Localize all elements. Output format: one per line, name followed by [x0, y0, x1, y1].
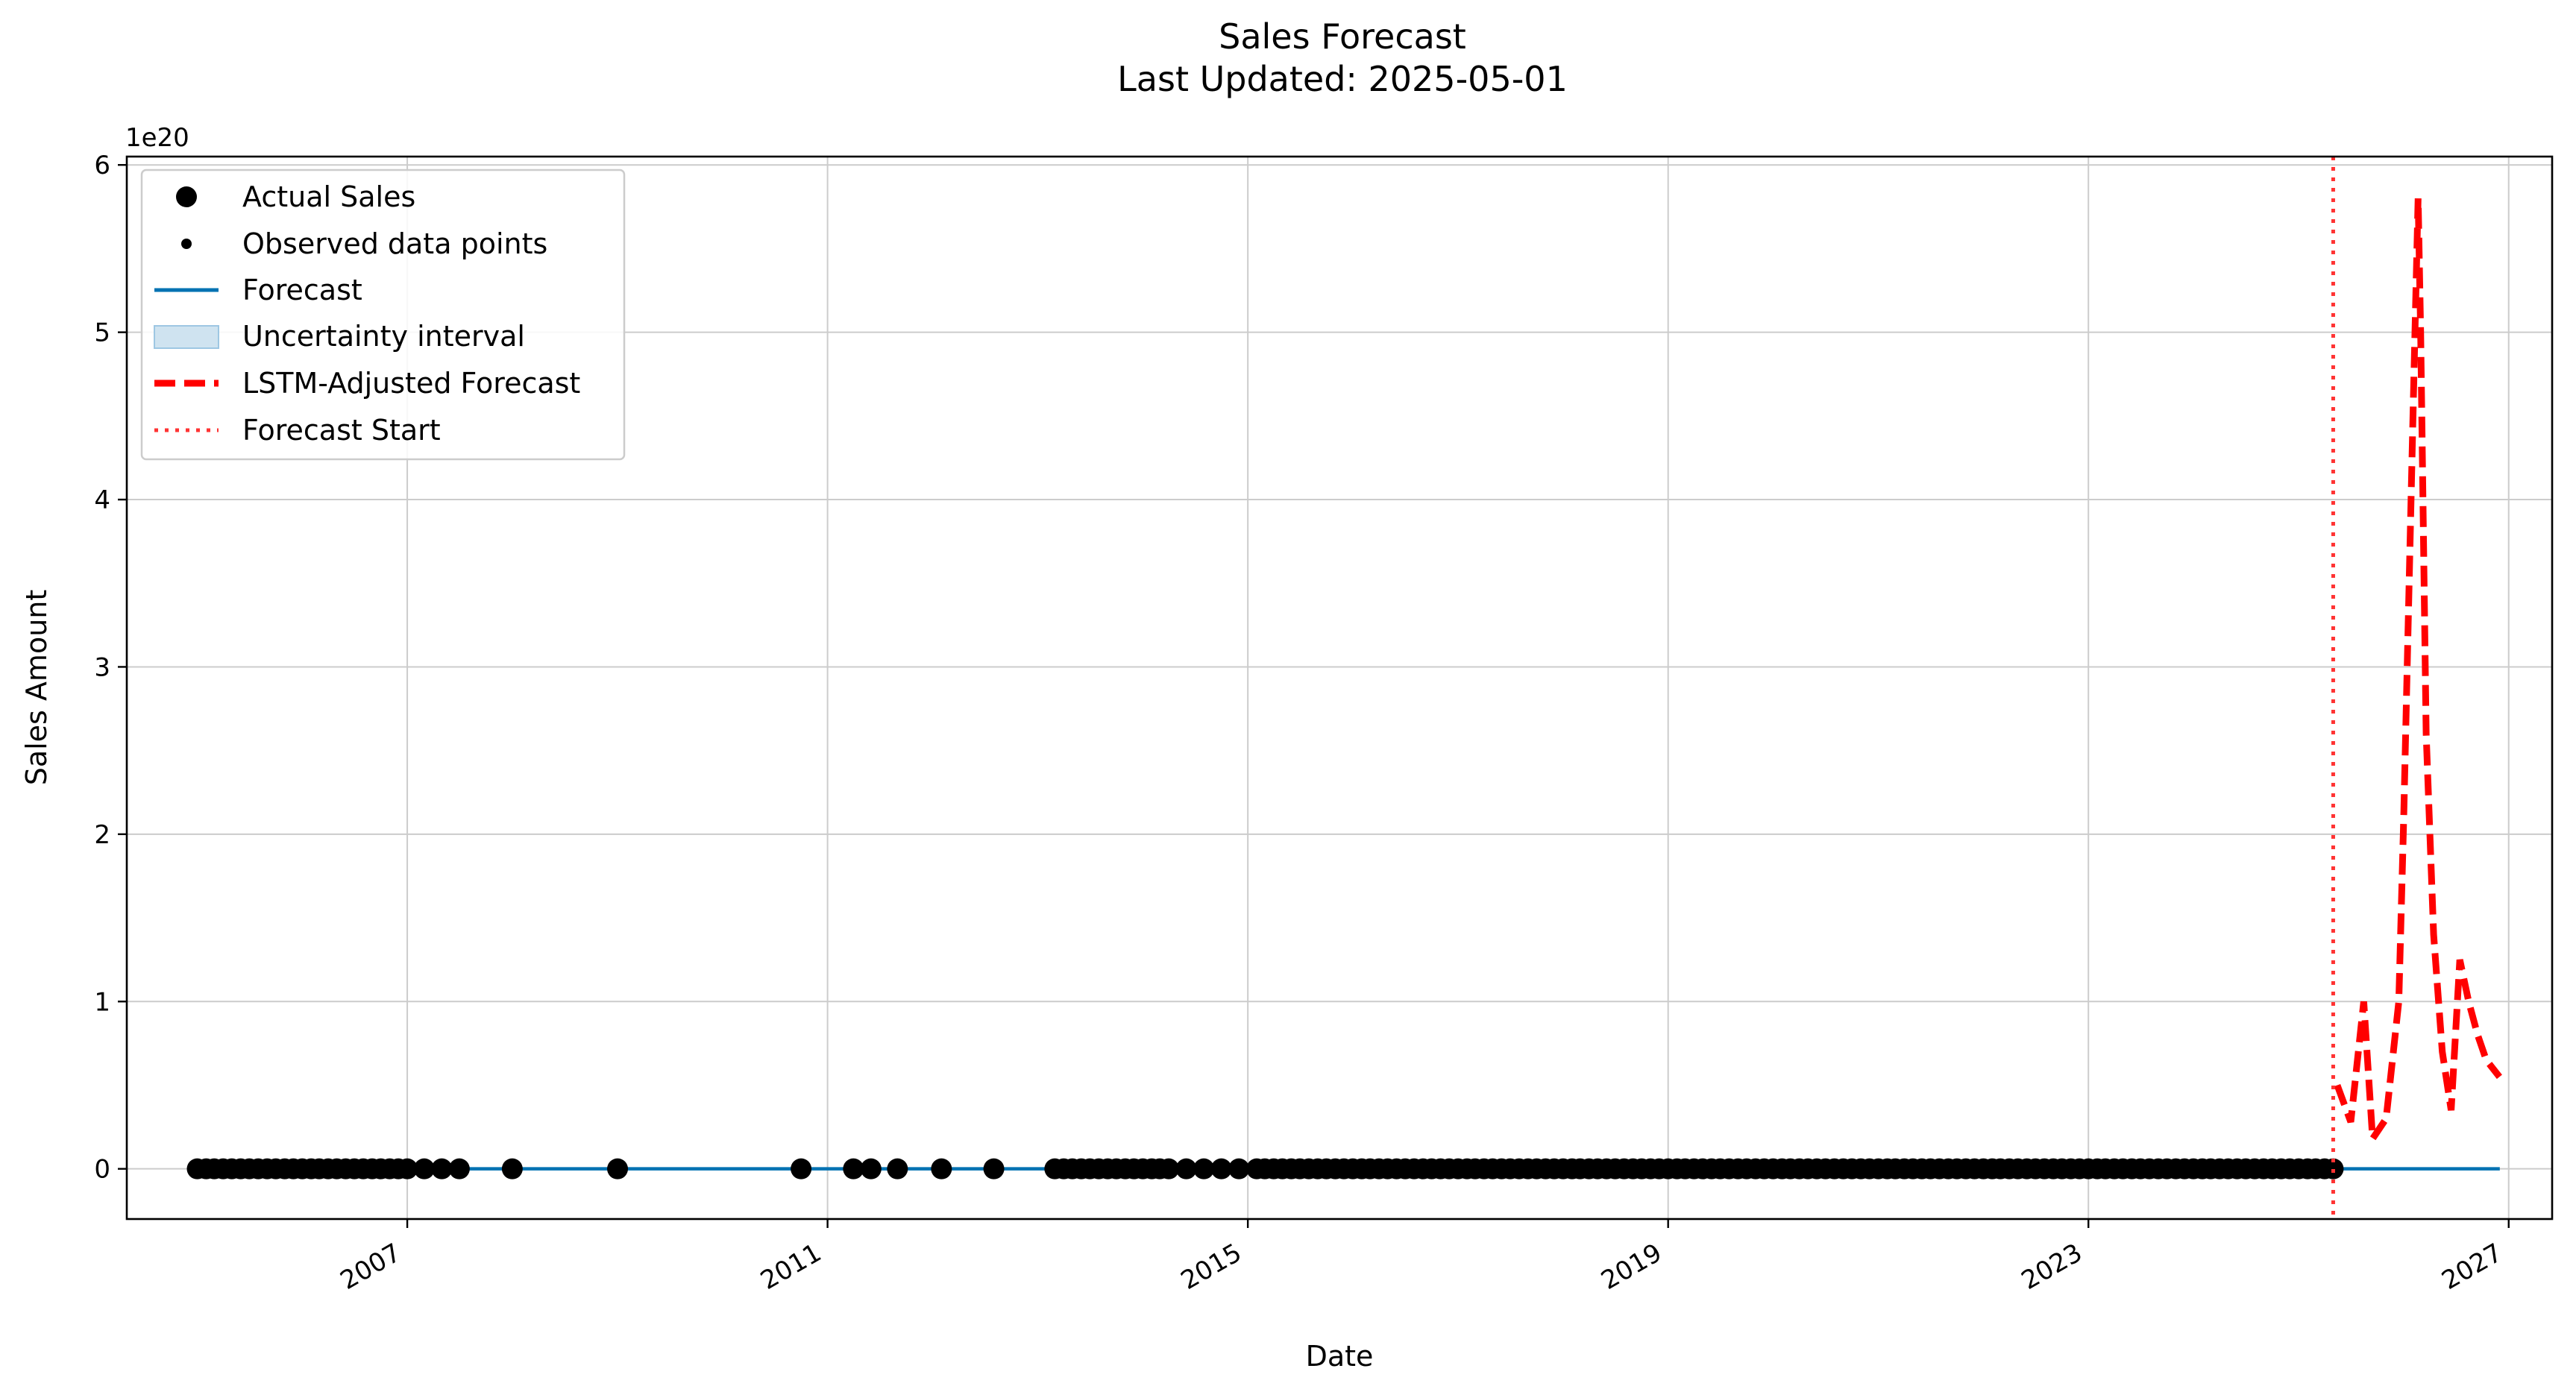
legend-label-forecast-start: Forecast Start — [242, 414, 441, 447]
y-tick-label: 3 — [94, 652, 110, 682]
actual-sales-point — [887, 1158, 908, 1180]
legend: Actual Sales Observed data points Foreca… — [140, 169, 626, 461]
legend-frame — [140, 169, 626, 461]
lstm-adjusted-forecast-series — [2334, 198, 2502, 1149]
y-offset-label: 1e20 — [125, 123, 189, 153]
lstm-adjusted-line — [2334, 198, 2502, 1149]
actual-sales-point — [1193, 1158, 1215, 1180]
actual-sales-point — [983, 1158, 1005, 1180]
y-tick-label: 1 — [94, 987, 110, 1017]
legend-label-observed-points: Observed data points — [242, 227, 547, 260]
legend-label-lstm: LSTM-Adjusted Forecast — [242, 367, 580, 400]
actual-sales-point — [843, 1158, 864, 1180]
chart-title: Sales Forecast — [1219, 16, 1466, 57]
actual-sales-point — [501, 1158, 523, 1180]
y-tick-label: 6 — [94, 151, 110, 180]
actual-sales-point — [1228, 1158, 1250, 1180]
actual-sales-point — [1158, 1158, 1180, 1180]
legend-marker-observed-points — [181, 239, 192, 249]
y-axis-ticks: 0 1 2 3 4 5 6 — [94, 151, 127, 1185]
y-tick-label: 2 — [94, 820, 110, 850]
legend-marker-actual-sales — [176, 186, 197, 207]
actual-sales-point — [431, 1158, 453, 1180]
legend-label-actual-sales: Actual Sales — [242, 180, 415, 213]
y-tick-label: 4 — [94, 485, 110, 515]
y-tick-label: 0 — [94, 1155, 110, 1185]
actual-sales-point — [607, 1158, 629, 1180]
actual-sales-point — [2322, 1158, 2344, 1180]
legend-label-uncertainty: Uncertainty interval — [242, 320, 525, 353]
legend-label-forecast: Forecast — [242, 274, 362, 306]
plot-frame — [125, 155, 2554, 1221]
actual-sales-point — [413, 1158, 435, 1180]
x-axis-label: Date — [1306, 1340, 1374, 1373]
y-axis-label: Sales Amount — [20, 590, 53, 786]
actual-sales-point — [860, 1158, 882, 1180]
y-tick-label: 5 — [94, 318, 110, 348]
actual-sales-point — [1175, 1158, 1197, 1180]
actual-sales-series — [186, 1158, 2344, 1180]
legend-marker-uncertainty — [154, 325, 219, 349]
actual-sales-point — [448, 1158, 470, 1180]
actual-sales-point — [791, 1158, 812, 1180]
chart-subtitle: Last Updated: 2025-05-01 — [1117, 59, 1568, 99]
actual-sales-point — [1210, 1158, 1232, 1180]
actual-sales-point — [931, 1158, 952, 1180]
actual-sales-point — [397, 1158, 418, 1180]
